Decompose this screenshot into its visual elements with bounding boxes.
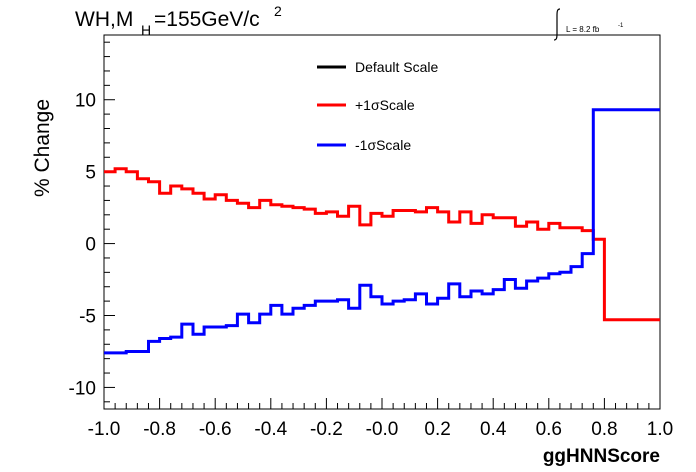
legend: Default Scale +1σScale -1σScale: [317, 59, 438, 153]
x-tick-label: 0.8: [591, 419, 617, 440]
series-line-1: [104, 167, 660, 322]
x-tick-label: -0.0: [366, 419, 399, 440]
y-tick-label: 5: [85, 163, 96, 184]
x-axis-label: ggHNNScore: [543, 446, 660, 467]
x-tick-label: -1.0: [88, 419, 121, 440]
legend-label-2: -1σScale: [355, 137, 411, 153]
title-main: WH,M: [75, 8, 133, 31]
integral-icon: [553, 8, 561, 41]
luminosity-label: L = 8.2 fb -1: [553, 8, 624, 41]
x-tick-label: 1.0: [647, 419, 673, 440]
y-tick-label: 10: [75, 91, 96, 112]
lumi-text: L = 8.2 fb: [566, 25, 600, 34]
x-tick-label: -0.2: [310, 419, 343, 440]
title-subscript: H: [141, 22, 151, 38]
x-tick-label: -0.4: [254, 419, 287, 440]
x-tick-label: 0.2: [424, 419, 450, 440]
y-axis-ticks: -10 -5 0 5 10: [69, 41, 115, 403]
title-superscript: 2: [274, 3, 282, 19]
x-tick-label: -0.6: [199, 419, 232, 440]
x-tick-label: -0.8: [143, 419, 176, 440]
title-value: =155GeV/c: [154, 8, 260, 31]
legend-label-0: Default Scale: [355, 59, 438, 75]
lumi-superscript: -1: [618, 23, 624, 29]
y-tick-label: -10: [69, 378, 96, 399]
series-line-2: [104, 108, 660, 355]
plot-frame: [103, 34, 661, 410]
x-tick-label: 0.6: [536, 419, 562, 440]
x-axis-ticks: -1.0 -0.8 -0.6 -0.4 -0.2 -0.0 0.2 0.4 0.6 0.8 1.0: [88, 398, 673, 440]
legend-label-1: +1σScale: [355, 97, 415, 113]
chart-title: WH,M H =155GeV/c 2: [75, 3, 282, 38]
x-tick-label: 0.4: [480, 419, 507, 440]
y-tick-label: 0: [85, 235, 96, 256]
y-axis-label: % Change: [31, 99, 54, 197]
series-layer: [104, 108, 660, 355]
y-tick-label: -5: [79, 307, 96, 328]
